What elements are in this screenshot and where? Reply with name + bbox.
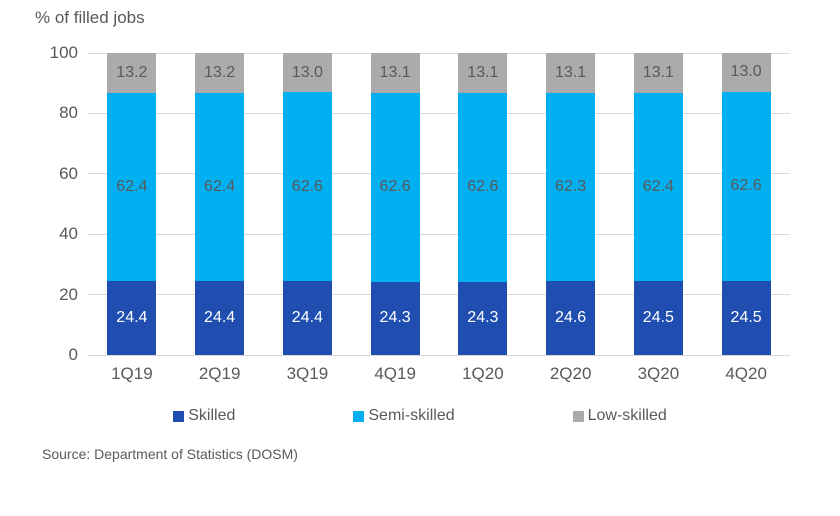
y-axis-labels: 0 20 40 60 80 100 bbox=[0, 0, 80, 516]
legend: Skilled Semi-skilled Low-skilled bbox=[0, 407, 840, 425]
bar-1Q20: 24.3 62.6 13.1 bbox=[458, 53, 508, 355]
data-label: 62.6 bbox=[379, 178, 411, 196]
y-tick-label: 20 bbox=[59, 284, 78, 304]
legend-marker-icon bbox=[353, 410, 365, 422]
data-label: 62.6 bbox=[467, 178, 499, 196]
data-label: 13.1 bbox=[379, 63, 411, 81]
bar-segment-semi-skilled: 62.4 bbox=[195, 92, 245, 282]
x-tick-label: 2Q19 bbox=[198, 364, 241, 383]
x-tick-label: 1Q20 bbox=[462, 364, 504, 383]
bar-3Q20: 24.5 62.4 13.1 bbox=[633, 53, 683, 355]
bar-segment-semi-skilled: 62.4 bbox=[107, 92, 157, 282]
data-label: 24.6 bbox=[555, 308, 587, 326]
bar-segment-skilled: 24.6 bbox=[546, 280, 596, 355]
bar-segment-skilled: 24.4 bbox=[195, 281, 245, 355]
bar-segment-low-skilled: 13.1 bbox=[458, 53, 508, 93]
chart-title: % of filled jobs bbox=[35, 8, 145, 27]
x-tick-label: 2Q20 bbox=[549, 364, 592, 383]
data-label: 24.4 bbox=[291, 309, 323, 327]
bar-1Q19: 24.4 62.4 13.2 bbox=[107, 53, 157, 355]
bar-segment-skilled: 24.3 bbox=[458, 281, 508, 355]
gridline bbox=[88, 233, 790, 235]
bar-segment-semi-skilled: 62.3 bbox=[546, 92, 596, 281]
legend-label: Skilled bbox=[188, 407, 236, 424]
bar-segment-skilled: 24.4 bbox=[107, 281, 157, 355]
bar-segment-low-skilled: 13.1 bbox=[546, 53, 596, 93]
data-label: 62.4 bbox=[204, 178, 236, 196]
bar-segment-skilled: 24.5 bbox=[633, 281, 683, 355]
data-label: 13.1 bbox=[467, 63, 499, 81]
x-tick-label: 4Q20 bbox=[725, 364, 767, 383]
plot-area: 24.4 62.4 13.2 24.4 62.4 13.2 24.4 62.6 13.0 24.3… bbox=[88, 52, 790, 356]
gridline bbox=[88, 354, 790, 356]
gridline bbox=[88, 294, 790, 296]
y-tick-label: 0 bbox=[68, 345, 78, 364]
data-label: 13.0 bbox=[291, 63, 323, 81]
data-label: 62.6 bbox=[291, 177, 323, 195]
legend-marker-icon bbox=[572, 410, 584, 422]
bar-segment-semi-skilled: 62.6 bbox=[282, 92, 332, 282]
bar-segment-low-skilled: 13.1 bbox=[633, 53, 683, 93]
bar-segment-low-skilled: 13.0 bbox=[282, 53, 332, 93]
y-tick-label: 80 bbox=[59, 103, 78, 123]
legend-label: Low-skilled bbox=[587, 407, 667, 424]
data-label: 13.2 bbox=[116, 63, 148, 81]
data-label: 62.3 bbox=[555, 177, 587, 195]
data-label: 24.4 bbox=[116, 309, 148, 327]
bar-segment-low-skilled: 13.0 bbox=[721, 52, 771, 92]
bar-segment-skilled: 24.3 bbox=[370, 281, 420, 355]
data-label: 24.3 bbox=[467, 309, 499, 327]
source-note: Source: Department of Statistics (DOSM) bbox=[42, 446, 298, 462]
data-label: 24.4 bbox=[204, 309, 236, 327]
x-tick-label: 3Q20 bbox=[637, 364, 680, 383]
legend-item-low-skilled: Low-skilled bbox=[572, 407, 667, 425]
x-tick-label: 1Q19 bbox=[111, 364, 153, 383]
x-tick-label: 3Q19 bbox=[286, 364, 329, 383]
bar-3Q19: 24.4 62.6 13.0 bbox=[282, 53, 332, 355]
x-tick-label: 4Q19 bbox=[374, 364, 416, 383]
bar-segment-semi-skilled: 62.6 bbox=[370, 92, 420, 282]
data-label: 24.3 bbox=[379, 309, 411, 327]
data-label: 13.1 bbox=[555, 63, 587, 81]
data-label: 62.4 bbox=[116, 178, 148, 196]
bar-segment-low-skilled: 13.2 bbox=[107, 53, 157, 93]
legend-marker-icon bbox=[173, 410, 185, 422]
bar-segment-semi-skilled: 62.6 bbox=[458, 92, 508, 282]
legend-item-semi-skilled: Semi-skilled bbox=[353, 407, 455, 425]
gridline bbox=[88, 112, 790, 114]
data-label: 24.5 bbox=[730, 309, 762, 326]
data-label: 24.5 bbox=[642, 309, 674, 326]
data-label: 62.6 bbox=[730, 177, 762, 195]
bar-4Q20: 24.5 62.6 13.0 bbox=[721, 52, 771, 355]
bar-segment-low-skilled: 13.2 bbox=[195, 53, 245, 93]
bar-2Q19: 24.4 62.4 13.2 bbox=[195, 53, 245, 355]
bar-segment-low-skilled: 13.1 bbox=[370, 53, 420, 93]
gridline bbox=[88, 52, 790, 54]
y-tick-label: 40 bbox=[59, 224, 78, 244]
legend-item-skilled: Skilled bbox=[173, 407, 235, 425]
y-tick-label: 60 bbox=[59, 163, 78, 183]
data-label: 13.2 bbox=[204, 63, 236, 81]
data-label: 13.0 bbox=[730, 63, 762, 81]
legend-label: Semi-skilled bbox=[368, 407, 455, 424]
bar-2Q20: 24.6 62.3 13.1 bbox=[546, 53, 596, 355]
bar-segment-semi-skilled: 62.4 bbox=[633, 92, 683, 282]
bar-segment-semi-skilled: 62.6 bbox=[721, 91, 771, 282]
bar-segment-skilled: 24.4 bbox=[282, 281, 332, 355]
data-label: 13.1 bbox=[642, 63, 674, 81]
bar-segment-skilled: 24.5 bbox=[721, 281, 771, 355]
gridline bbox=[88, 173, 790, 175]
y-tick-label: 100 bbox=[49, 43, 78, 62]
data-label: 62.4 bbox=[642, 177, 674, 195]
bar-4Q19: 24.3 62.6 13.1 bbox=[370, 53, 420, 355]
